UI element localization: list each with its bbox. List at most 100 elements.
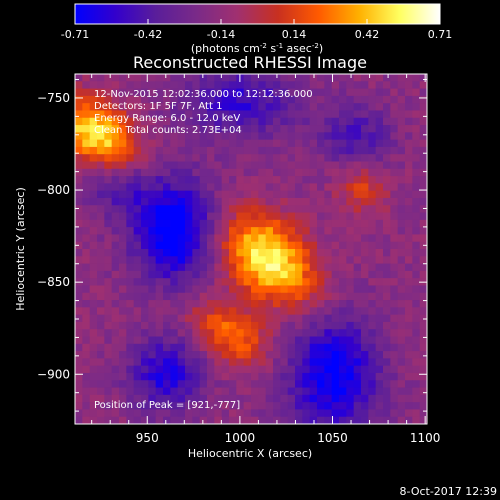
heatmap-cell [75, 394, 83, 403]
heatmap-cell [148, 176, 157, 184]
heatmap-cell [111, 321, 120, 330]
heatmap-cell [192, 190, 201, 199]
heatmap-cell [82, 278, 91, 286]
heatmap-cell [361, 81, 369, 89]
heatmap-cell [185, 125, 193, 133]
heatmap-cell [141, 212, 149, 221]
heatmap-cell [214, 365, 223, 374]
heatmap-cell [346, 351, 355, 359]
heatmap-cell [111, 139, 120, 148]
heatmap-cell [251, 358, 259, 367]
annotation-peak-position: Position of Peak = [921,-777] [94, 400, 240, 411]
heatmap-cell [199, 351, 208, 359]
heatmap-cell [126, 190, 135, 199]
heatmap-cell [287, 139, 296, 148]
heatmap-cell [302, 409, 311, 418]
heatmap-cell [119, 219, 127, 228]
heatmap-cell [339, 110, 347, 119]
heatmap-cell [317, 234, 325, 243]
heatmap-cell [339, 95, 347, 104]
heatmap-cell [419, 110, 428, 119]
heatmap-cell [148, 270, 157, 279]
heatmap-cell [155, 278, 164, 286]
heatmap-cell [126, 285, 135, 294]
heatmap-cell [221, 241, 230, 250]
heatmap-cell [170, 351, 179, 359]
heatmap-cell [199, 416, 208, 425]
heatmap-cell [273, 249, 281, 257]
heatmap-cell [126, 343, 135, 352]
heatmap-cell [236, 103, 245, 111]
heatmap-cell [309, 372, 318, 381]
heatmap-cell [141, 263, 149, 272]
heatmap-cell [185, 256, 193, 264]
heatmap-cell [346, 402, 355, 410]
heatmap-cell [353, 380, 362, 388]
heatmap-cell [214, 219, 223, 228]
heatmap-cell [419, 256, 428, 264]
heatmap-cell [82, 351, 91, 359]
heatmap-cell [111, 307, 120, 316]
heatmap-cell [155, 380, 164, 388]
heatmap-cell [397, 387, 406, 396]
heatmap-cell [295, 139, 303, 148]
heatmap-cell [419, 161, 428, 170]
heatmap-cell [412, 263, 421, 272]
heatmap-cell [405, 372, 413, 381]
heatmap-cell [346, 343, 355, 352]
heatmap-cell [163, 256, 171, 264]
heatmap-cell [368, 110, 377, 119]
heatmap-cell [251, 234, 259, 243]
heatmap-cell [104, 416, 113, 425]
heatmap-cell [287, 402, 296, 410]
heatmap-cell [265, 146, 274, 155]
heatmap-cell [265, 249, 274, 257]
heatmap-cell [119, 190, 127, 199]
heatmap-cell [104, 307, 113, 316]
heatmap-cell [141, 183, 149, 192]
heatmap-cell [82, 197, 91, 206]
heatmap-cell [346, 416, 355, 425]
heatmap-cell [317, 139, 325, 148]
heatmap-cell [141, 74, 149, 82]
heatmap-cell [133, 125, 142, 133]
heatmap-cell [192, 321, 201, 330]
heatmap-cell [287, 125, 296, 133]
heatmap-cell [287, 161, 296, 170]
heatmap-cell [155, 307, 164, 316]
heatmap-cell [119, 88, 127, 97]
heatmap-cell [383, 292, 391, 301]
heatmap-cell [295, 387, 303, 396]
heatmap-cell [104, 74, 113, 82]
heatmap-cell [361, 336, 369, 345]
heatmap-cell [295, 146, 303, 155]
heatmap-cell [390, 168, 399, 177]
heatmap-cell [82, 154, 91, 162]
heatmap-cell [82, 161, 91, 170]
heatmap-cell [309, 154, 318, 162]
heatmap-cell [390, 249, 399, 257]
heatmap-cell [141, 249, 149, 257]
heatmap-cell [126, 81, 135, 89]
heatmap-cell [243, 197, 252, 206]
heatmap-cell [119, 132, 127, 141]
heatmap-cell [104, 95, 113, 104]
heatmap-cell [265, 110, 274, 119]
heatmap-cell [258, 103, 267, 111]
heatmap-cell [141, 197, 149, 206]
heatmap-cell [346, 103, 355, 111]
heatmap-cell [353, 329, 362, 337]
heatmap-cell [141, 139, 149, 148]
heatmap-cell [133, 409, 142, 418]
heatmap-cell [405, 402, 413, 410]
annotations: 12-Nov-2015 12:02:36.000 to 12:12:36.000… [94, 89, 313, 411]
heatmap-cell [361, 292, 369, 301]
heatmap-cell [75, 292, 83, 301]
heatmap-cell [207, 88, 215, 97]
heatmap-cell [368, 161, 377, 170]
heatmap-cell [361, 241, 369, 250]
heatmap-cell [273, 380, 281, 388]
heatmap-cell [331, 307, 340, 316]
heatmap-cell [419, 336, 428, 345]
heatmap-cell [287, 146, 296, 155]
